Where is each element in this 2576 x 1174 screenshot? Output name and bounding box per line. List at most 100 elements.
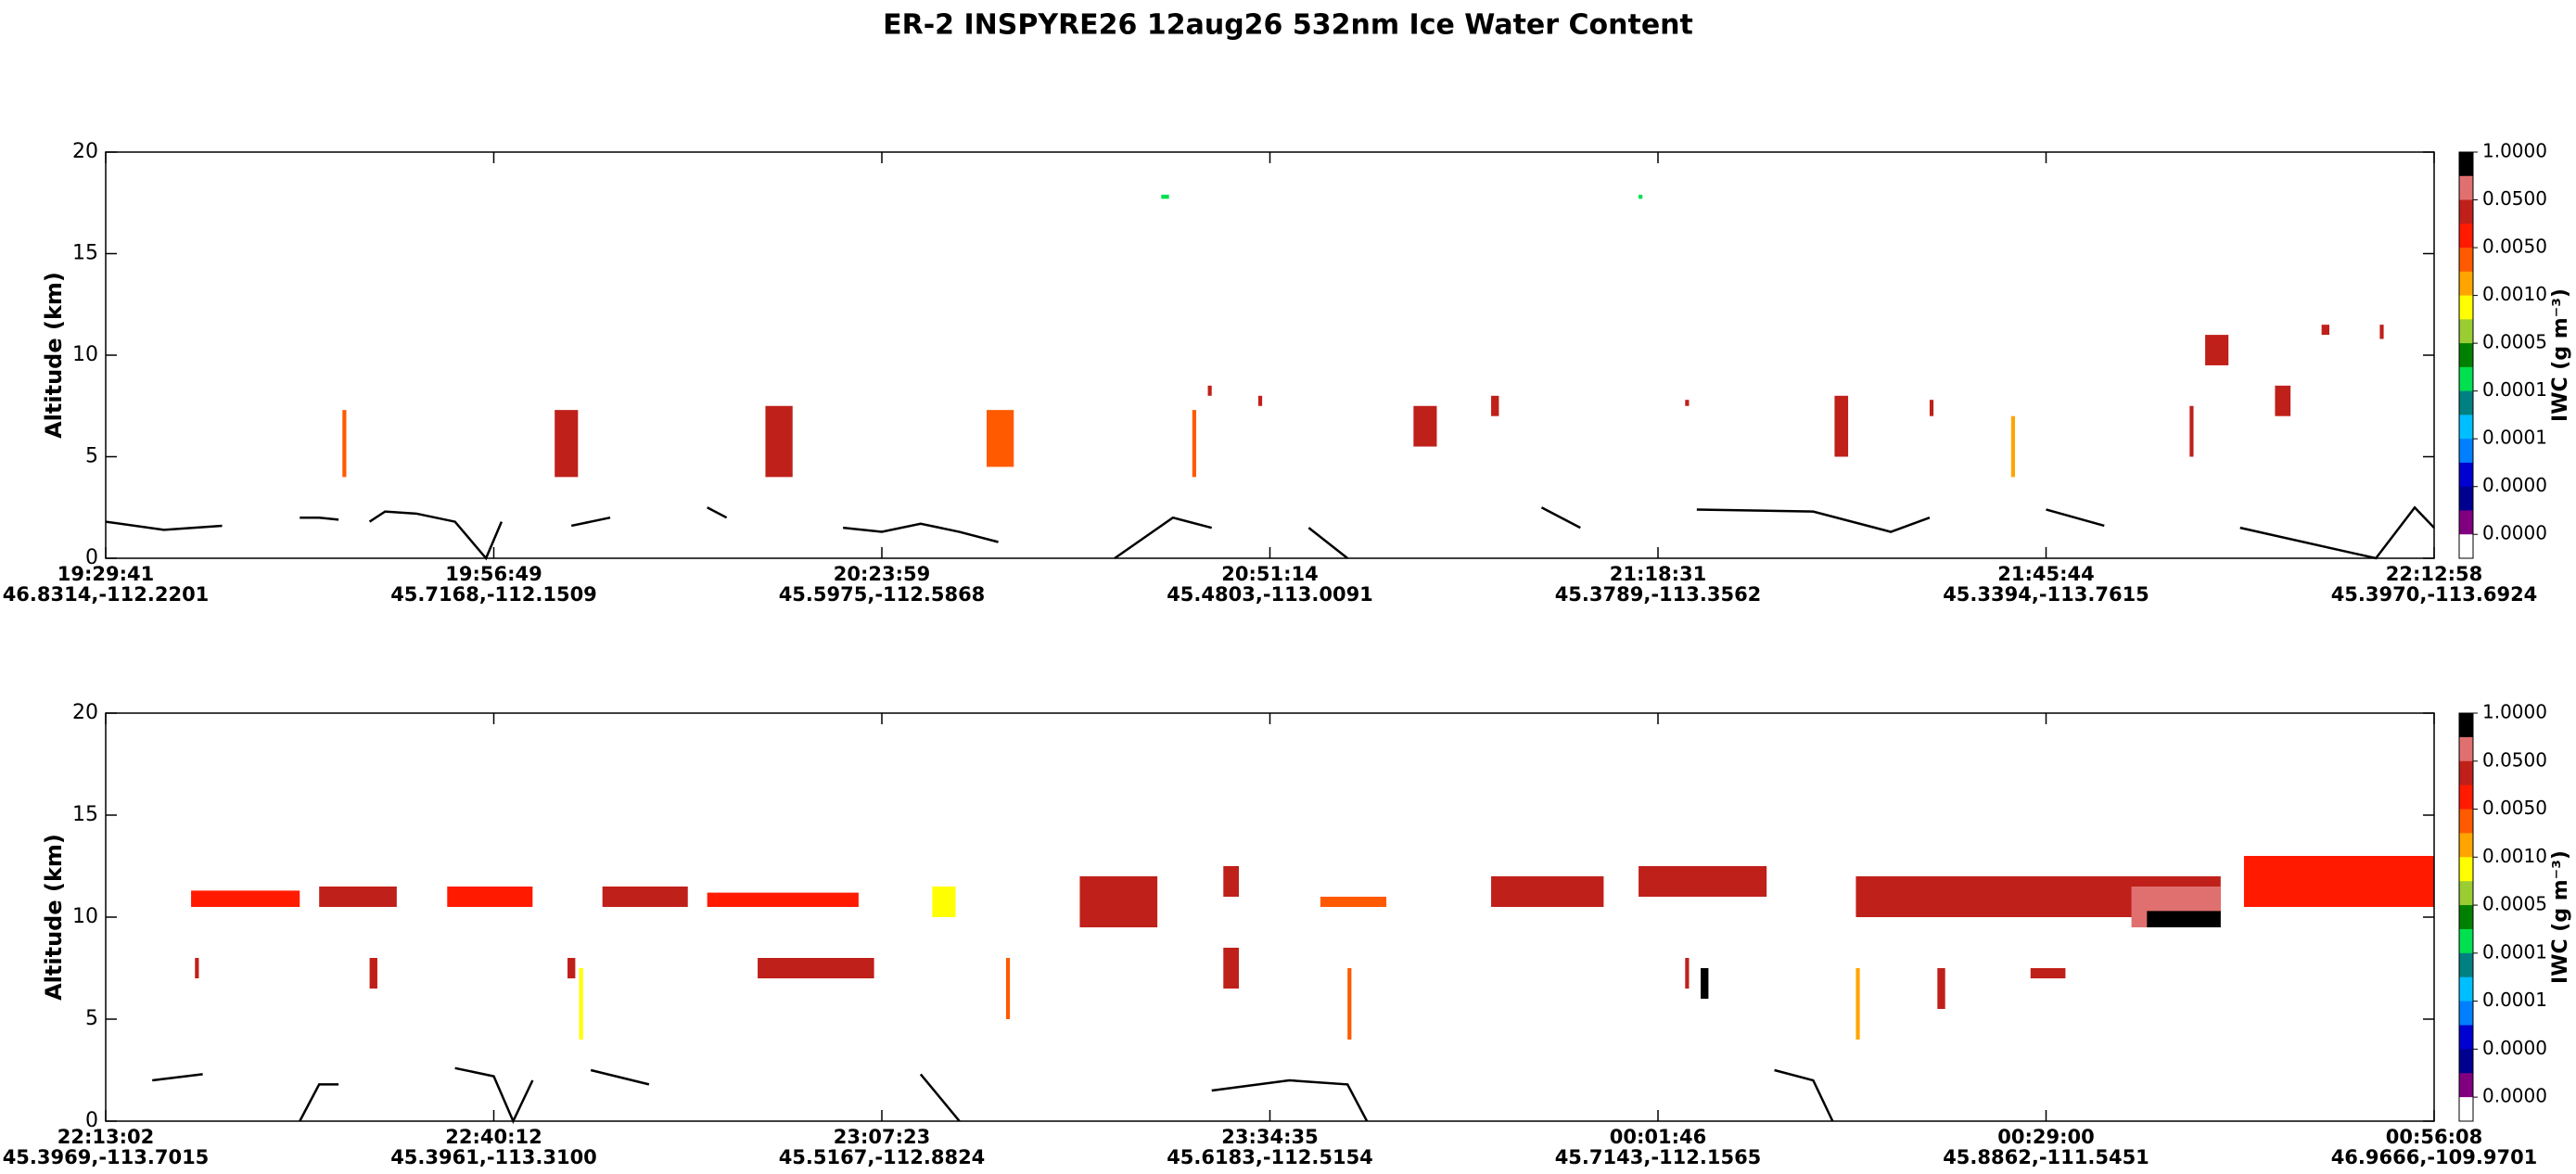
cloud-feature	[195, 958, 199, 978]
cloud-feature	[2379, 325, 2384, 339]
colorbar-swatch	[2459, 486, 2473, 511]
x-tick-location: 45.7168,-112.1509	[390, 583, 597, 606]
colorbar-swatch	[2459, 1073, 2473, 1098]
colorbar-swatch	[2459, 785, 2473, 810]
colorbar-label: 0.0005	[2482, 893, 2547, 915]
colorbar-swatch	[2459, 366, 2473, 392]
colorbar-swatch	[2459, 223, 2473, 249]
colorbar-frame	[2458, 151, 2474, 559]
cloud-feature	[1320, 897, 1387, 907]
x-tick-label: 20:51:14	[1221, 563, 1318, 585]
colorbar-label: 0.0001	[2482, 427, 2547, 449]
cloud-feature	[2030, 968, 2066, 978]
colorbar-label: 0.0050	[2482, 797, 2547, 819]
colorbar-label: 0.0500	[2482, 748, 2547, 771]
cloud-feature	[191, 890, 300, 907]
cloud-feature	[932, 887, 956, 917]
colorbar-swatch	[2459, 462, 2473, 488]
colorbar-swatch	[2459, 809, 2473, 834]
cloud-feature	[1834, 395, 1849, 457]
colorbar-label: 1.0000	[2482, 140, 2547, 162]
y-tick-label: 5	[85, 1007, 98, 1030]
surface-line	[105, 505, 2435, 561]
cloud-feature	[602, 887, 688, 907]
cloud-feature	[1685, 400, 1690, 406]
x-tick-label: 23:07:23	[834, 1126, 930, 1148]
colorbar-swatch	[2459, 1025, 2473, 1050]
cloud-feature	[1929, 400, 1934, 416]
cloud-feature	[1079, 876, 1158, 927]
y-tick-label: 20	[72, 140, 98, 163]
colorbar-label: 0.0000	[2482, 1037, 2547, 1059]
surface-line	[152, 1066, 1834, 1125]
cloud-feature	[2147, 911, 2221, 927]
x-tick-location: 45.7143,-112.1565	[1555, 1146, 1762, 1168]
cloud-feature	[707, 892, 859, 907]
x-tick-label: 23:34:35	[1221, 1126, 1318, 1148]
colorbar-swatch	[2459, 343, 2473, 368]
colorbar-title: IWC (g m⁻³)	[2549, 850, 2572, 984]
colorbar-frame	[2458, 712, 2474, 1122]
cloud-feature	[579, 968, 583, 1040]
colorbar-swatch	[2459, 534, 2473, 559]
colorbar-swatch	[2459, 319, 2473, 344]
colorbar-swatch	[2459, 976, 2473, 1002]
colorbar-swatch	[2459, 175, 2473, 201]
cloud-feature	[369, 958, 377, 989]
cloud-feature	[1257, 395, 1263, 406]
x-tick-label: 22:13:02	[57, 1126, 154, 1148]
cloud-feature	[1685, 958, 1690, 989]
y-tick-label: 0	[85, 546, 98, 569]
colorbar-swatch	[2459, 928, 2473, 954]
cloud-feature	[1223, 866, 1240, 897]
x-tick-label: 00:01:46	[1610, 1126, 1706, 1148]
x-tick-location: 45.3969,-113.7015	[3, 1146, 210, 1168]
colorbar-label: 0.0500	[2482, 187, 2547, 210]
colorbar-title: IWC (g m⁻³)	[2549, 288, 2572, 422]
colorbar-swatch	[2459, 248, 2473, 273]
y-tick-label: 0	[85, 1109, 98, 1132]
cloud-feature	[1701, 968, 1709, 999]
y-tick-label: 15	[72, 803, 98, 826]
x-tick-label: 22:12:58	[2386, 563, 2482, 585]
cloud-feature	[2321, 325, 2330, 336]
cloud-feature	[2010, 415, 2016, 478]
cloud-feature	[567, 958, 576, 978]
cloud-feature	[1161, 194, 1169, 199]
cloud-feature	[2205, 335, 2229, 365]
colorbar-swatch	[2459, 952, 2473, 978]
x-tick-location: 45.3961,-113.3100	[390, 1146, 597, 1168]
colorbar-swatch	[2459, 152, 2473, 177]
colorbar-label: 0.0000	[2482, 474, 2547, 496]
x-tick-location: 45.4803,-113.0091	[1167, 583, 1373, 606]
colorbar-label: 0.0005	[2482, 331, 2547, 353]
colorbar-label: 0.0001	[2482, 989, 2547, 1011]
colorbar-swatch	[2459, 415, 2473, 440]
colorbar-label: 0.0001	[2482, 378, 2547, 401]
x-tick-label: 19:29:41	[57, 563, 154, 585]
x-tick-location: 46.8314,-112.2201	[3, 583, 210, 606]
colorbar-label: 0.0001	[2482, 940, 2547, 963]
y-axis-label: Altitude (km)	[41, 272, 67, 439]
colorbar-swatch	[2459, 736, 2473, 762]
x-tick-location: 45.5975,-112.5868	[779, 583, 986, 606]
cloud-feature	[765, 405, 793, 478]
colorbar-swatch	[2459, 760, 2473, 786]
y-tick-label: 15	[72, 242, 98, 265]
cloud-feature	[2275, 385, 2291, 416]
x-tick-location: 45.5167,-112.8824	[779, 1146, 986, 1168]
x-tick-label: 21:18:31	[1610, 563, 1706, 585]
x-tick-location: 45.8862,-111.5451	[1943, 1146, 2149, 1168]
y-tick-label: 20	[72, 701, 98, 724]
cloud-feature	[2243, 856, 2434, 907]
cloud-feature	[555, 410, 579, 478]
cloud-feature	[1413, 405, 1437, 447]
cloud-feature	[1347, 968, 1352, 1040]
cloud-feature	[1855, 968, 1860, 1040]
cloud-feature	[1192, 410, 1196, 478]
colorbar-label: 0.0000	[2482, 522, 2547, 544]
colorbar-label: 0.0010	[2482, 283, 2547, 305]
colorbar-swatch	[2459, 1049, 2473, 1074]
cloud-feature	[319, 887, 397, 907]
y-tick-label: 10	[72, 905, 98, 928]
